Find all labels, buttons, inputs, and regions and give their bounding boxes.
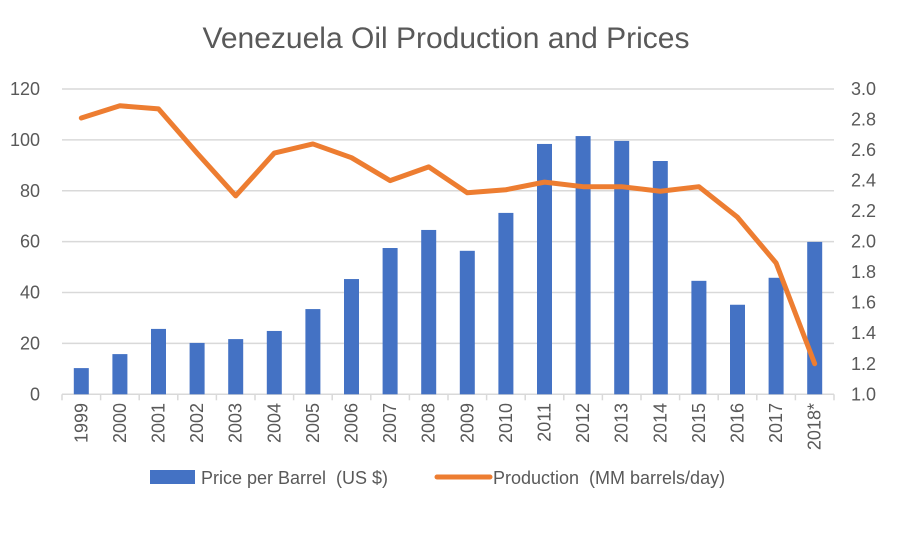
right-tick-label: 2.4	[851, 171, 876, 191]
bar-2001	[151, 328, 166, 395]
bar-2009	[459, 250, 475, 395]
legend: Price per Barrel (US $) Production (MM b…	[150, 468, 725, 488]
left-tick-label: 60	[20, 232, 40, 252]
legend-swatch-price	[150, 470, 195, 484]
x-tick-label: 2012	[573, 403, 593, 443]
bar-series	[73, 136, 823, 395]
bar-2016	[730, 304, 745, 395]
x-tick-label: 2009	[457, 403, 477, 443]
gridlines	[61, 88, 835, 401]
x-tick-label: 2004	[264, 403, 284, 443]
bar-2010	[498, 212, 514, 395]
legend-label-price: Price per Barrel (US $)	[201, 468, 388, 488]
bar-2000	[112, 354, 128, 395]
x-tick-label: 2018*	[805, 403, 825, 450]
left-tick-label: 40	[20, 283, 40, 303]
bar-2017	[768, 277, 784, 395]
x-tick-label: 2010	[496, 403, 516, 443]
bar-2013	[614, 140, 630, 395]
bar-2007	[382, 248, 398, 395]
x-tick-label: 2015	[689, 403, 709, 443]
right-tick-label: 1.0	[851, 384, 876, 404]
bar-2015	[691, 280, 707, 395]
x-tick-label: 2000	[110, 403, 130, 443]
x-tick-label: 1999	[71, 403, 91, 443]
bar-2005	[305, 309, 321, 395]
left-tick-label: 80	[20, 181, 40, 201]
left-tick-label: 0	[30, 384, 40, 404]
chart-title: Venezuela Oil Production and Prices	[203, 22, 690, 55]
legend-label-production: Production (MM barrels/day)	[493, 468, 725, 488]
bar-2003	[228, 339, 244, 395]
x-tick-label: 2002	[187, 403, 207, 443]
bar-2004	[266, 330, 282, 395]
left-tick-label: 20	[20, 333, 40, 353]
bar-2018*	[807, 241, 823, 395]
right-axis-ticks: 1.0 1.2 1.4 1.6 1.8 2.0 2.2 2.4 2.6 2.8 3.0	[851, 79, 876, 404]
x-tick-label: 2005	[303, 403, 323, 443]
bar-2008	[421, 229, 437, 395]
left-tick-label: 120	[10, 79, 40, 99]
x-tick-label: 2011	[535, 403, 555, 442]
x-tick-label: 2001	[149, 403, 169, 443]
x-tick-label: 2006	[342, 403, 362, 443]
x-axis-labels: 1999 2000 2001 2002 2003 2004 2005 2006 2007 2008…	[71, 403, 824, 450]
right-tick-label: 1.6	[851, 293, 876, 313]
x-tick-label: 2017	[766, 403, 786, 443]
bar-2011	[537, 143, 552, 395]
x-tick-label: 2008	[419, 403, 439, 443]
right-tick-label: 3.0	[851, 79, 876, 99]
x-tick-label: 2014	[650, 403, 670, 443]
x-tick-label: 2003	[226, 403, 246, 443]
x-tick-label: 2013	[612, 403, 632, 443]
right-tick-label: 2.8	[851, 110, 876, 130]
bar-2012	[575, 136, 591, 395]
right-tick-label: 2.6	[851, 140, 876, 160]
right-tick-label: 1.8	[851, 262, 876, 282]
bar-2014	[652, 160, 668, 395]
bar-2006	[344, 279, 359, 395]
production-line	[78, 103, 818, 367]
left-axis-ticks: 0 20 40 60 80 100 120	[10, 79, 40, 404]
x-tick-label: 2007	[380, 403, 400, 443]
right-tick-label: 2.2	[851, 201, 876, 221]
line-series	[78, 103, 818, 367]
right-tick-label: 2.0	[851, 232, 876, 252]
right-tick-label: 1.2	[851, 354, 876, 374]
left-tick-label: 100	[10, 130, 40, 150]
x-tick-label: 2016	[728, 403, 748, 443]
right-tick-label: 1.4	[851, 323, 876, 343]
bar-1999	[73, 368, 89, 395]
bar-2002	[189, 342, 205, 395]
